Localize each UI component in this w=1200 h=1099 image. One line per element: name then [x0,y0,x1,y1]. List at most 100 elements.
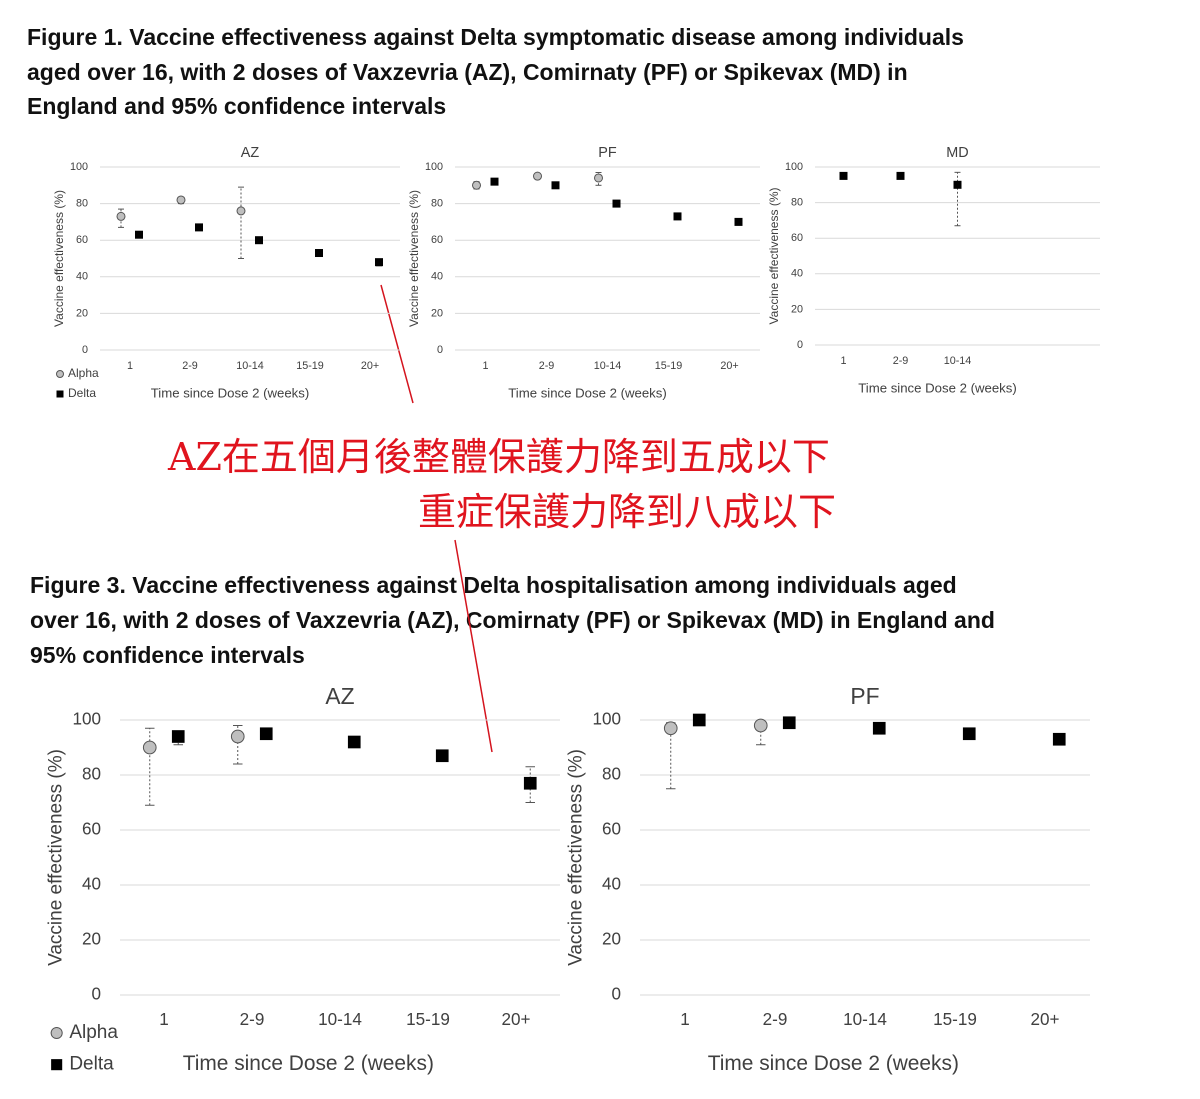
point [230,729,245,744]
legend-marker [51,1059,63,1071]
point [195,223,203,232]
y-tick-label: 80 [82,765,101,784]
point [782,716,796,730]
y-axis-label: Vaccine effectiveness (%) [767,188,781,325]
point [259,727,273,741]
x-tick-label: 1 [159,1010,169,1029]
point [490,177,499,186]
y-tick-label: 60 [76,234,88,246]
x-tick-label: 15-19 [933,1010,977,1029]
x-tick-label: 1 [680,1010,690,1029]
figure-title: 95% confidence intervals [30,642,305,668]
x-tick-label: 10-14 [318,1010,362,1029]
point [753,718,768,733]
x-tick-label: 15-19 [296,360,324,372]
legend-marker [50,1026,63,1040]
x-tick-label: 2-9 [240,1010,265,1029]
y-tick-label: 40 [602,875,621,894]
y-tick-label: 80 [791,196,803,208]
x-tick-label: 10-14 [236,360,264,372]
y-tick-label: 40 [431,271,443,283]
x-tick-label: 2-9 [539,360,555,372]
y-tick-label: 80 [431,197,443,209]
x-tick-label: 20+ [361,360,379,372]
y-axis-label: Vaccine effectiveness (%) [52,190,66,327]
legend-label: Alpha [69,1022,118,1043]
point [523,776,537,790]
y-tick-label: 100 [70,161,88,173]
legend-label: Alpha [68,366,99,380]
chart-title: PF [598,145,617,161]
annotation: 重症保護力降到八成以下 [418,490,836,534]
point [116,211,126,221]
point [953,180,962,189]
y-tick-label: 60 [82,820,101,839]
x-tick-label: 1 [127,360,133,372]
x-tick-label: 20+ [502,1010,531,1029]
legend-label: Delta [69,1054,114,1075]
y-tick-label: 20 [76,307,88,319]
y-tick-label: 100 [425,161,443,173]
figure-title: over 16, with 2 doses of Vaxzevria (AZ),… [30,607,995,633]
y-axis-label: Vaccine effectiveness (%) [407,190,421,327]
y-tick-label: 0 [611,985,621,1004]
legend-label: Delta [68,386,96,400]
annotation-arrow [454,539,493,753]
annotation: AZ在五個月後整體保護力降到五成以下 [167,435,830,479]
x-axis-label: Time since Dose 2 (weeks) [151,385,310,400]
point [171,730,185,743]
chart-title: MD [946,145,968,161]
y-tick-label: 100 [785,161,803,173]
point [673,212,682,221]
y-tick-label: 20 [82,930,101,949]
x-tick-label: 10-14 [594,360,622,372]
x-tick-label: 2-9 [182,360,198,372]
chart-title: PF [850,683,879,709]
y-tick-label: 0 [91,985,101,1004]
point [734,217,743,226]
y-tick-label: 80 [76,197,88,209]
y-tick-label: 20 [791,303,803,315]
point [1052,732,1066,746]
x-tick-label: 20+ [1031,1010,1060,1029]
legend-marker [56,370,64,378]
chart-title: AZ [241,145,260,161]
chart-title: AZ [325,683,354,709]
y-tick-label: 40 [791,268,803,280]
y-tick-label: 80 [602,765,621,784]
x-tick-label: 10-14 [843,1010,887,1029]
x-tick-label: 15-19 [406,1010,450,1029]
y-tick-label: 20 [602,930,621,949]
x-tick-label: 2-9 [763,1010,788,1029]
figure-title: aged over 16, with 2 doses of Vaxzevria … [27,59,908,85]
x-axis-label: Time since Dose 2 (weeks) [183,1052,434,1075]
point [692,713,706,727]
figure-title: Figure 3. Vaccine effectiveness against … [30,572,957,598]
point [551,181,560,190]
y-tick-label: 20 [431,307,443,319]
y-tick-label: 60 [791,232,803,244]
point [347,735,361,749]
x-tick-label: 20+ [720,360,738,372]
point [375,258,383,267]
y-tick-label: 60 [431,234,443,246]
annotation-arrow [380,284,414,404]
y-tick-label: 60 [602,820,621,839]
y-tick-label: 0 [797,339,803,351]
point [839,171,848,180]
point [594,173,603,183]
figure-title: Figure 1. Vaccine effectiveness against … [27,24,964,50]
point [176,195,186,205]
y-tick-label: 100 [592,710,621,729]
point [663,721,678,736]
point [872,721,886,735]
x-tick-label: 10-14 [944,355,972,367]
point [533,171,542,181]
y-axis-label: Vaccine effectiveness (%) [46,749,67,966]
point [472,180,481,190]
point [435,749,449,763]
point [255,236,263,245]
x-tick-label: 1 [482,360,488,372]
point [962,727,976,741]
x-axis-label: Time since Dose 2 (weeks) [858,380,1017,395]
